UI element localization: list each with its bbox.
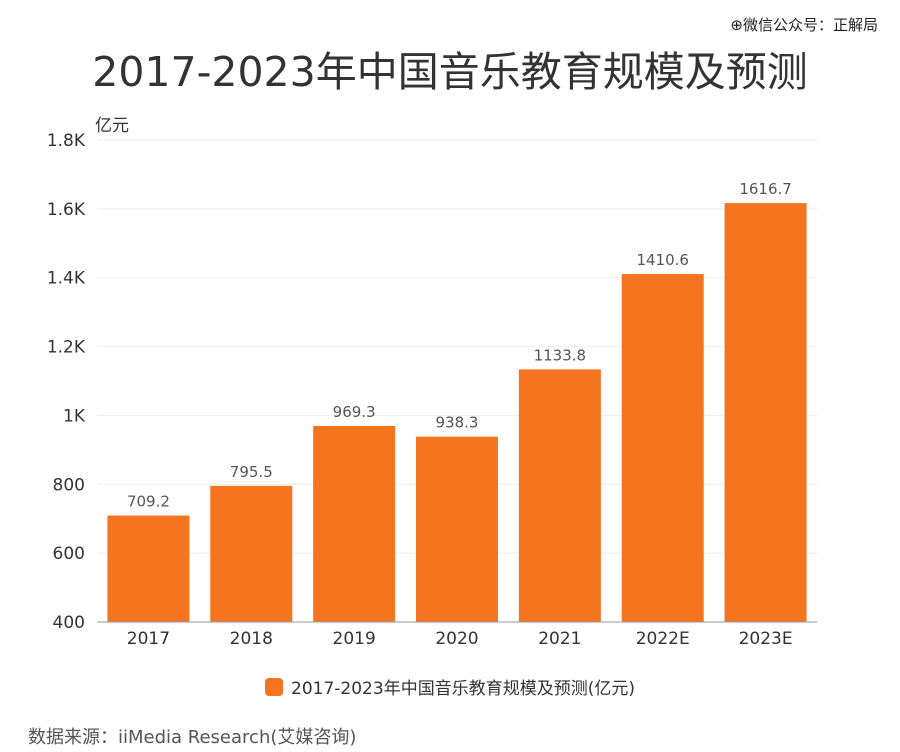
bar (724, 203, 807, 622)
bar (107, 515, 190, 622)
x-tick-label: 2022E (636, 629, 690, 649)
y-tick-label: 1.6K (47, 200, 86, 220)
y-tick-label: 1.4K (47, 269, 86, 289)
y-tick-label: 1.2K (47, 338, 86, 358)
bar-value-label: 1410.6 (636, 251, 689, 269)
bar (313, 425, 396, 622)
x-tick-label: 2018 (230, 629, 273, 649)
source-note: 数据来源：iiMedia Research(艾媒咨询) (28, 727, 357, 748)
x-tick-label: 2019 (333, 629, 376, 649)
y-tick-label: 600 (53, 544, 85, 564)
chart-title: 2017-2023年中国音乐教育规模及预测 (92, 48, 808, 96)
y-axis-label: 亿元 (95, 116, 129, 136)
legend-swatch (265, 677, 284, 696)
bar (210, 485, 293, 622)
bar-value-label: 795.5 (230, 463, 273, 481)
bar (416, 436, 498, 622)
bar (518, 369, 601, 622)
y-tick-label: 800 (53, 475, 85, 495)
x-tick-label: 2017 (127, 629, 170, 649)
bar-value-label: 1133.8 (534, 346, 587, 364)
bar-value-label: 1616.7 (739, 180, 792, 198)
bar-value-label: 709.2 (127, 493, 170, 511)
bar-value-label: 938.3 (436, 414, 479, 432)
y-tick-label: 1.8K (47, 131, 86, 151)
x-tick-label: 2021 (538, 629, 581, 649)
bar (621, 274, 704, 622)
bar-value-label: 969.3 (333, 403, 376, 421)
bar-chart: 400 600 800 1K 1.2K 1.4K 1.6K 1.8K 亿元 709.2 2017 79… (47, 116, 817, 649)
legend[interactable]: 2017-2023年中国音乐教育规模及预测(亿元) (0, 674, 900, 699)
legend-label: 2017-2023年中国音乐教育规模及预测(亿元) (291, 679, 635, 699)
y-tick-label: 1K (63, 406, 86, 426)
x-tick-label: 2020 (435, 629, 478, 649)
x-tick-label: 2023E (739, 629, 793, 649)
watermark: ⊕微信公众号：正解局 (730, 16, 878, 34)
y-tick-label: 400 (53, 613, 85, 633)
